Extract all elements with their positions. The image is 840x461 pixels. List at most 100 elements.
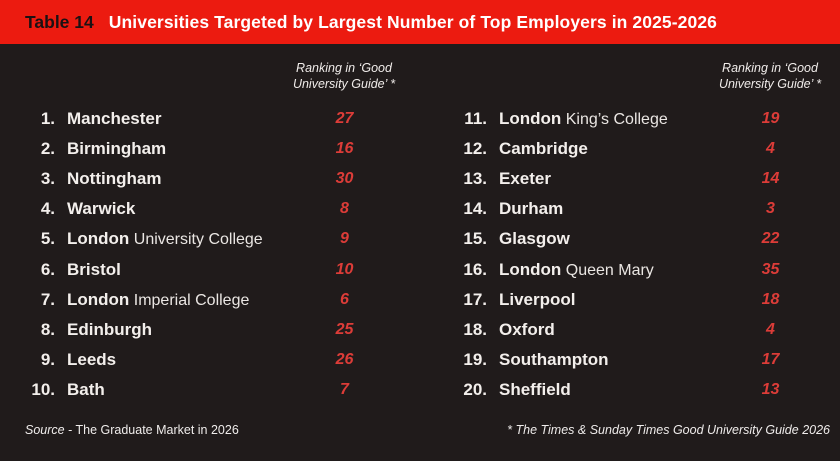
university-name: Durham [499, 199, 564, 219]
guide-ranking-value: 18 [761, 290, 780, 308]
guide-ranking-value: 14 [761, 170, 780, 188]
guide-ranking-value: 16 [335, 140, 354, 158]
guide-ranking-value: 3 [766, 200, 775, 218]
university-name: London Imperial College [67, 289, 250, 309]
row-index: 17. [463, 289, 487, 309]
row-index: 3. [40, 169, 55, 189]
ranking-header-line2: University Guide’ * [718, 77, 822, 91]
guide-ranking-value: 10 [335, 260, 354, 278]
table-row: 20. Sheffield 13 [455, 375, 818, 405]
ranking-header-line1: Ranking in ‘Good [722, 61, 818, 75]
guide-ranking-value: 27 [335, 110, 354, 128]
guide-ranking-value: 25 [335, 320, 354, 338]
guide-ranking-value: 22 [761, 230, 780, 248]
row-index: 5. [40, 229, 55, 249]
university-name-detail: Queen Mary [561, 261, 654, 279]
guide-ranking-value: 7 [340, 380, 349, 398]
row-index: 18. [463, 319, 487, 339]
row-index: 16. [463, 259, 487, 279]
table-row: 6. Bristol 10 [25, 254, 392, 284]
university-name: Southampton [499, 349, 609, 369]
table-row: 10. Bath 7 [25, 375, 392, 405]
table-row: 9. Leeds 26 [25, 345, 392, 375]
guide-ranking-value: 19 [761, 110, 780, 128]
table-number-label: Table 14 [25, 11, 94, 32]
university-name: Oxford [499, 319, 555, 339]
university-name: Bristol [67, 259, 121, 279]
table-row: 15. Glasgow 22 [455, 224, 818, 254]
table-row: 17. Liverpool 18 [455, 285, 818, 315]
table-row: 1. Manchester 27 [25, 104, 392, 134]
university-name-detail: Imperial College [129, 291, 250, 309]
guide-ranking-value: 17 [761, 350, 780, 368]
table-row: 3. Nottingham 30 [25, 164, 392, 194]
guide-ranking-value: 4 [766, 320, 775, 338]
university-rows-right: 11. London King’s College 19 12. Cambridge 4 1… [455, 104, 818, 405]
guide-footnote: * The Times & Sunday Times Good Universi… [507, 423, 830, 437]
table-row: 7. London Imperial College 6 [25, 285, 392, 315]
university-name: Cambridge [499, 139, 588, 159]
row-index: 9. [40, 349, 55, 369]
ranking-header-line2: University Guide’ * [292, 77, 396, 91]
row-index: 8. [40, 319, 55, 339]
ranking-header-line1: Ranking in ‘Good [296, 61, 392, 75]
ranking-guide-header-right: Ranking in ‘Good University Guide’ * [690, 60, 840, 92]
page-title: Universities Targeted by Largest Number … [108, 11, 717, 32]
university-name: Warwick [67, 199, 136, 219]
guide-ranking-value: 6 [340, 290, 349, 308]
row-index: 15. [463, 229, 487, 249]
source-note: Source - The Graduate Market in 2026 [25, 423, 239, 437]
table-row: 13. Exeter 14 [455, 164, 818, 194]
table-row: 19. Southampton 17 [455, 345, 818, 375]
university-name: Manchester [67, 109, 162, 129]
row-index: 14. [463, 199, 487, 219]
table-row: 4. Warwick 8 [25, 194, 392, 224]
university-name: London University College [67, 229, 263, 249]
university-name: Glasgow [499, 229, 570, 249]
guide-ranking-value: 13 [761, 380, 780, 398]
university-column-right: Ranking in ‘Good University Guide’ * 11.… [455, 58, 821, 405]
guide-ranking-value: 30 [335, 170, 354, 188]
table-row: 2. Birmingham 16 [25, 134, 392, 164]
guide-ranking-value: 26 [335, 350, 354, 368]
table-row: 16. London Queen Mary 35 [455, 254, 818, 284]
row-index: 12. [463, 139, 487, 159]
university-name-detail: University College [129, 231, 263, 249]
row-index: 11. [464, 109, 487, 129]
university-column-left: Ranking in ‘Good University Guide’ * 1. M… [25, 58, 395, 405]
university-name: Sheffield [499, 379, 571, 399]
row-index: 19. [463, 349, 487, 369]
row-index: 13. [463, 169, 487, 189]
row-index: 10. [31, 379, 55, 399]
guide-ranking-value: 9 [340, 230, 349, 248]
guide-ranking-value: 8 [340, 200, 349, 218]
guide-ranking-value: 4 [766, 140, 775, 158]
row-index: 1. [40, 109, 55, 129]
university-name: Exeter [499, 169, 551, 189]
university-name: Bath [67, 379, 105, 399]
row-index: 6. [40, 259, 55, 279]
university-name: London King’s College [499, 109, 668, 129]
university-name: Edinburgh [67, 319, 152, 339]
table-row: 14. Durham 3 [455, 194, 818, 224]
table-row: 12. Cambridge 4 [455, 134, 818, 164]
university-name: Birmingham [67, 139, 167, 159]
university-rows-left: 1. Manchester 27 2. Birmingham 16 3. Nottingham… [25, 104, 392, 405]
university-name: Liverpool [499, 289, 576, 309]
university-name-detail: King’s College [561, 111, 668, 129]
row-index: 4. [40, 199, 55, 219]
university-name: Leeds [67, 349, 117, 369]
source-label: Source [25, 423, 65, 437]
table-row: 5. London University College 9 [25, 224, 392, 254]
guide-ranking-value: 35 [761, 260, 780, 278]
row-index: 7. [40, 289, 55, 309]
table-row: 8. Edinburgh 25 [25, 315, 392, 345]
row-index: 2. [40, 139, 55, 159]
title-bar: Table 14 Universities Targeted by Larges… [0, 0, 840, 44]
table-row: 18. Oxford 4 [455, 315, 818, 345]
ranking-guide-header-left: Ranking in ‘Good University Guide’ * [264, 60, 424, 92]
university-name: Nottingham [67, 169, 162, 189]
source-text: - The Graduate Market in 2026 [64, 423, 239, 437]
row-index: 20. [463, 379, 487, 399]
